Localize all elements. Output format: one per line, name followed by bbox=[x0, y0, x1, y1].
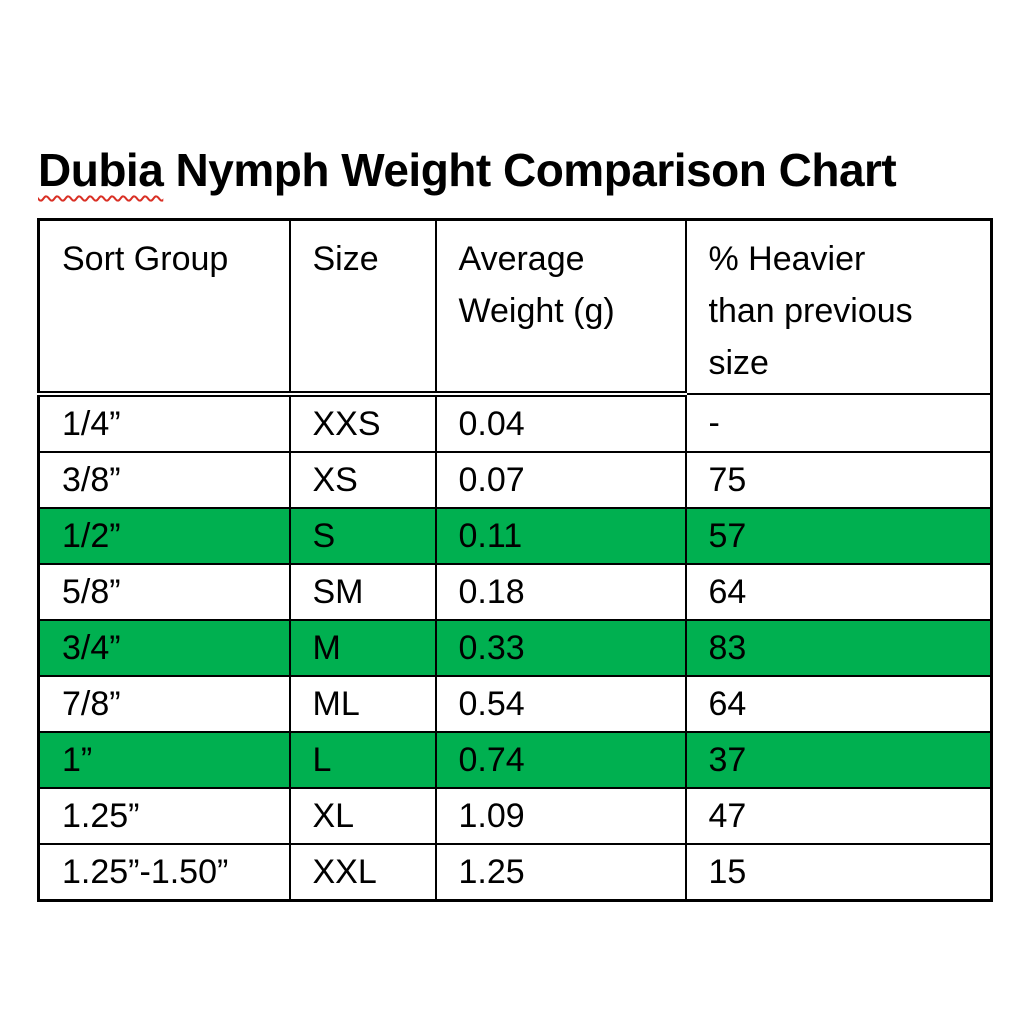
cell-pct-heavier: 37 bbox=[684, 731, 993, 789]
cell-pct-heavier: - bbox=[684, 393, 993, 453]
cell-size: M bbox=[288, 619, 437, 677]
table-row: 1” L 0.74 37 bbox=[37, 731, 993, 789]
cell-size: L bbox=[288, 731, 437, 789]
cell-size: S bbox=[288, 507, 437, 565]
cell-sort-group: 1/4” bbox=[37, 393, 291, 453]
table-row: 1/2” S 0.11 57 bbox=[37, 507, 993, 565]
cell-sort-group: 1.25”-1.50” bbox=[37, 843, 291, 902]
cell-pct-heavier: 57 bbox=[684, 507, 993, 565]
cell-pct-heavier: 75 bbox=[684, 451, 993, 509]
page-title-rest: Nymph Weight Comparison Chart bbox=[163, 143, 897, 196]
column-header-size: Size bbox=[288, 218, 437, 397]
table-row: 7/8” ML 0.54 64 bbox=[37, 675, 993, 733]
cell-sort-group: 7/8” bbox=[37, 675, 291, 733]
cell-size: XXS bbox=[288, 393, 437, 453]
cell-sort-group: 1/2” bbox=[37, 507, 291, 565]
cell-size: XS bbox=[288, 451, 437, 509]
cell-average-weight: 0.33 bbox=[434, 619, 687, 677]
column-header-sort-group: Sort Group bbox=[37, 218, 291, 397]
cell-average-weight: 1.25 bbox=[434, 843, 687, 902]
cell-average-weight: 0.18 bbox=[434, 563, 687, 621]
table-row: 5/8” SM 0.18 64 bbox=[37, 563, 993, 621]
cell-sort-group: 1.25” bbox=[37, 787, 291, 845]
page-title: Dubia Nymph Weight Comparison Chart bbox=[38, 143, 897, 197]
table-row: 3/4” M 0.33 83 bbox=[37, 619, 993, 677]
cell-sort-group: 1” bbox=[37, 731, 291, 789]
cell-pct-heavier: 83 bbox=[684, 619, 993, 677]
table-header-row: Sort Group Size Average Weight (g) % Hea… bbox=[37, 218, 993, 397]
cell-average-weight: 1.09 bbox=[434, 787, 687, 845]
cell-sort-group: 5/8” bbox=[37, 563, 291, 621]
table-row: 3/8” XS 0.07 75 bbox=[37, 451, 993, 509]
weight-comparison-table: Sort Group Size Average Weight (g) % Hea… bbox=[37, 218, 993, 902]
cell-size: ML bbox=[288, 675, 437, 733]
cell-size: XL bbox=[288, 787, 437, 845]
cell-size: SM bbox=[288, 563, 437, 621]
cell-average-weight: 0.11 bbox=[434, 507, 687, 565]
cell-size: XXL bbox=[288, 843, 437, 902]
table-row: 1.25” XL 1.09 47 bbox=[37, 787, 993, 845]
column-header-pct-heavier: % Heavier than previous size bbox=[684, 218, 993, 395]
table-row: 1.25”-1.50” XXL 1.25 15 bbox=[37, 843, 993, 902]
table-header: Sort Group Size Average Weight (g) % Hea… bbox=[37, 218, 993, 397]
cell-average-weight: 0.07 bbox=[434, 451, 687, 509]
cell-pct-heavier: 15 bbox=[684, 843, 993, 902]
cell-average-weight: 0.74 bbox=[434, 731, 687, 789]
cell-pct-heavier: 47 bbox=[684, 787, 993, 845]
column-header-average-weight: Average Weight (g) bbox=[434, 218, 687, 397]
cell-average-weight: 0.54 bbox=[434, 675, 687, 733]
cell-sort-group: 3/4” bbox=[37, 619, 291, 677]
cell-sort-group: 3/8” bbox=[37, 451, 291, 509]
cell-pct-heavier: 64 bbox=[684, 563, 993, 621]
misspelled-word-dubia: Dubia bbox=[38, 143, 164, 196]
table-row: 1/4” XXS 0.04- bbox=[37, 393, 993, 453]
table-body: 1/4” XXS 0.04-3/8” XS 0.07 75 1/2” S 0.11 57 5/8” S… bbox=[37, 393, 993, 902]
cell-pct-heavier: 64 bbox=[684, 675, 993, 733]
cell-average-weight: 0.04 bbox=[434, 393, 687, 453]
